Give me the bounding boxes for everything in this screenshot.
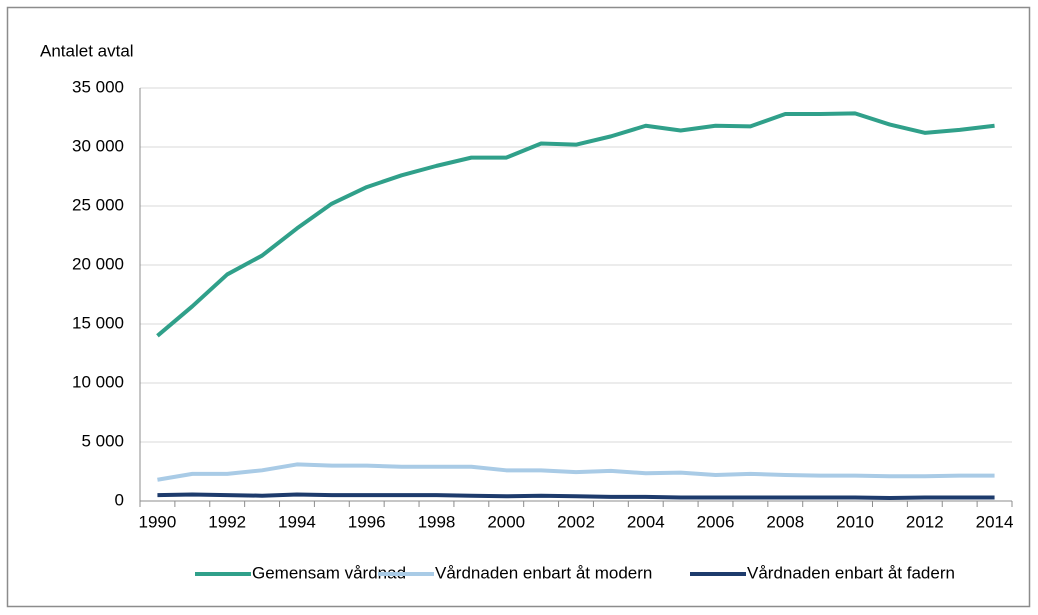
chart-border bbox=[6, 6, 1031, 608]
legend-label: Vårdnaden enbart åt modern bbox=[435, 563, 652, 582]
y-tick-label: 30 000 bbox=[72, 136, 124, 155]
x-tick-label: 1990 bbox=[139, 512, 177, 531]
y-tick-label: 20 000 bbox=[72, 254, 124, 273]
x-tick-label: 1996 bbox=[348, 512, 386, 531]
series-line bbox=[157, 492, 995, 501]
legend-label: Vårdnaden enbart åt fadern bbox=[747, 563, 955, 582]
x-tick-label: 2008 bbox=[766, 512, 804, 531]
y-tick-label: 35 000 bbox=[72, 77, 124, 96]
x-tick-label: 2006 bbox=[697, 512, 735, 531]
x-tick-label: 1994 bbox=[278, 512, 316, 531]
x-tick-label: 2004 bbox=[627, 512, 665, 531]
y-tick-label: 10 000 bbox=[72, 372, 124, 391]
x-tick-label: 1998 bbox=[418, 512, 456, 531]
y-axis-title: Antalet avtal bbox=[40, 41, 134, 60]
legend-label: Gemensam vårdnad bbox=[252, 563, 406, 582]
x-tick-label: 2014 bbox=[976, 512, 1014, 531]
y-tick-label: 25 000 bbox=[72, 195, 124, 214]
x-tick-label: 1992 bbox=[208, 512, 246, 531]
y-tick-label: 0 bbox=[115, 490, 124, 509]
x-tick-label: 2012 bbox=[906, 512, 944, 531]
series-line bbox=[157, 462, 995, 482]
y-tick-label: 15 000 bbox=[72, 313, 124, 332]
x-tick-label: 2000 bbox=[487, 512, 525, 531]
series-line bbox=[156, 111, 995, 338]
x-tick-label: 2010 bbox=[836, 512, 874, 531]
x-tick-label: 2002 bbox=[557, 512, 595, 531]
y-tick-label: 5 000 bbox=[81, 431, 124, 450]
